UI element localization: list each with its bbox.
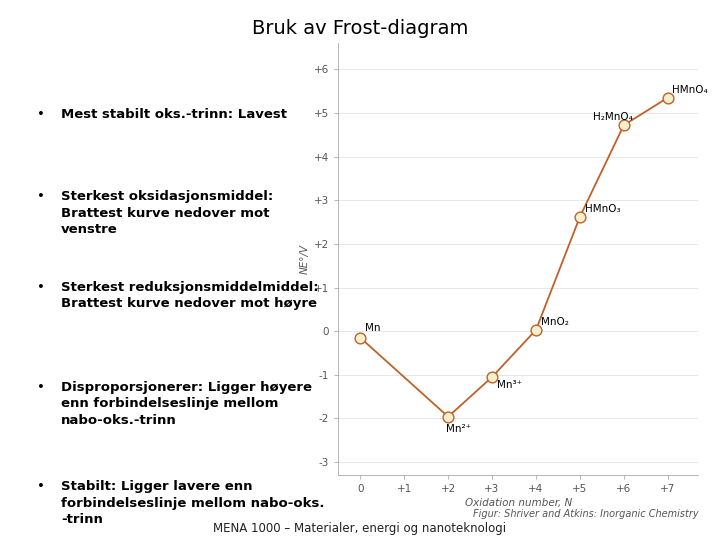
Text: •: • (37, 481, 45, 494)
Text: •: • (37, 109, 45, 122)
Text: Mn²⁺: Mn²⁺ (446, 424, 471, 434)
Text: •: • (37, 381, 45, 394)
Text: Disproporsjonerer: Ligger høyere
enn forbindelseslinje mellom
nabo-oks.-trinn: Disproporsjonerer: Ligger høyere enn for… (61, 381, 312, 427)
Point (574, 213, 585, 221)
Text: Figur: Shriver and Atkins: Inorganic Chemistry: Figur: Shriver and Atkins: Inorganic Che… (473, 509, 698, 519)
Point (662, 93, 673, 102)
Text: HMnO₄: HMnO₄ (672, 85, 708, 95)
Point (354, 333, 366, 342)
Text: Sterkest oksidasjonsmiddel:
Brattest kurve nedover mot
venstre: Sterkest oksidasjonsmiddel: Brattest kur… (61, 190, 273, 236)
Point (442, 413, 454, 421)
Text: •: • (37, 281, 45, 294)
X-axis label: Oxidation number, N: Oxidation number, N (465, 498, 572, 508)
Text: Stabilt: Ligger lavere enn
forbindelseslinje mellom nabo-oks.
-trinn: Stabilt: Ligger lavere enn forbindelsesl… (61, 481, 325, 526)
Text: Mn: Mn (365, 323, 380, 333)
Text: Mn³⁺: Mn³⁺ (498, 380, 523, 390)
Text: Mest stabilt oks.-trinn: Lavest: Mest stabilt oks.-trinn: Lavest (61, 109, 287, 122)
Point (530, 326, 541, 334)
Point (618, 121, 629, 130)
Text: Sterkest reduksjonsmiddelmiddel:
Brattest kurve nedover mot høyre: Sterkest reduksjonsmiddelmiddel: Brattes… (61, 281, 318, 310)
Text: MnO₂: MnO₂ (541, 317, 569, 327)
Y-axis label: NE°/V: NE°/V (300, 244, 310, 274)
Text: H₂MnO₄: H₂MnO₄ (593, 112, 633, 123)
Text: •: • (37, 190, 45, 203)
Text: Bruk av Frost-diagram: Bruk av Frost-diagram (252, 19, 468, 38)
Text: MENA 1000 – Materialer, energi og nanoteknologi: MENA 1000 – Materialer, energi og nanote… (213, 522, 507, 535)
Text: HMnO₃: HMnO₃ (585, 204, 621, 214)
Point (486, 373, 498, 381)
